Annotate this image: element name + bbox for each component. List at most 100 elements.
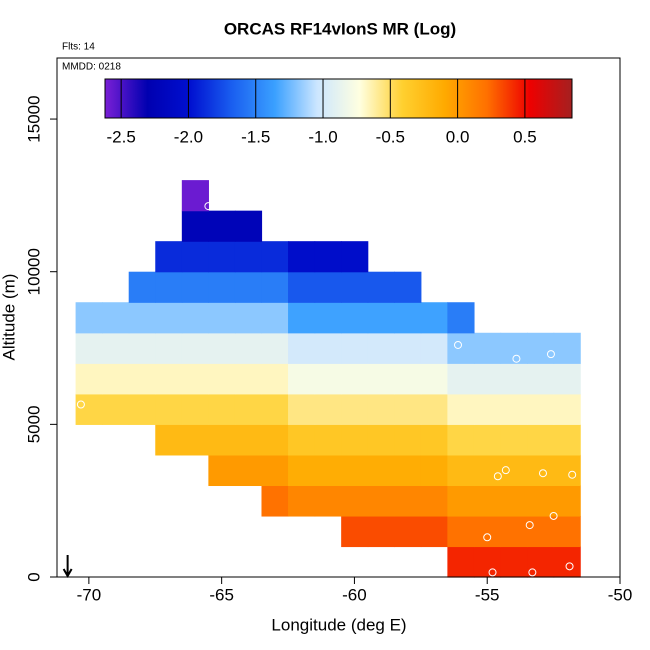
heatmap-cell (420, 363, 448, 395)
heatmap-cell (208, 210, 236, 242)
heatmap-cell (288, 302, 316, 334)
heatmap-cell (75, 302, 103, 334)
flight-point (525, 521, 534, 530)
heatmap-cell (234, 302, 263, 334)
heatmap-cell (394, 302, 422, 334)
heatmap-cell (527, 332, 555, 364)
heatmap-cell (420, 302, 448, 334)
x-tick-label: -65 (209, 585, 234, 604)
colorbar-tick-label: 0.0 (446, 127, 470, 146)
heatmap-cell (128, 271, 156, 303)
heatmap-cell (181, 210, 209, 242)
heatmap-cell (420, 393, 448, 425)
heatmap-cell (341, 363, 369, 395)
heatmap-cell (234, 241, 263, 273)
plot-frame (56, 57, 621, 578)
heatmap-cell (155, 271, 183, 303)
heatmap-cell (155, 332, 183, 364)
flight-point (512, 354, 521, 363)
heatmap-cell (394, 454, 422, 487)
colorbar-tick-label: -1.0 (308, 127, 337, 146)
heatmap-cell (181, 424, 209, 456)
x-tick-label: -50 (608, 585, 633, 604)
chart-title: ORCAS RF14vIonS MR (Log) (224, 19, 456, 38)
heatmap-cell (314, 424, 342, 456)
heatmap-cell (367, 454, 395, 487)
heatmap-cell (527, 515, 555, 548)
heatmap-cell (234, 210, 263, 242)
heatmap-cell (447, 393, 475, 425)
heatmap-cell (473, 332, 502, 364)
heatmap-cell (314, 363, 342, 395)
flight-point (493, 472, 502, 481)
y-axis-label: Altitude (m) (0, 274, 18, 361)
heatmap-cell (447, 515, 475, 548)
heatmap-cell (367, 302, 395, 334)
heatmap-cell (500, 485, 528, 517)
flight-point (488, 568, 497, 577)
heatmap-cell (553, 454, 581, 487)
heatmap-cell (261, 393, 289, 425)
heatmap-cell (181, 363, 209, 395)
heatmap-cell (420, 515, 448, 548)
heatmap-cell (527, 363, 555, 395)
subtitle: Flts: 14 (62, 42, 95, 53)
heatmap-cell (102, 363, 130, 395)
x-tick-label: -70 (77, 585, 102, 604)
y-tick-label: 10000 (24, 248, 43, 295)
heatmap-cell (500, 363, 528, 395)
heatmap-cell (261, 302, 289, 334)
heatmap-cell (394, 271, 422, 303)
heatmap-cell (208, 241, 236, 273)
heatmap-cell (261, 363, 289, 395)
heatmap-cell (128, 302, 156, 334)
flight-point (568, 470, 577, 479)
heatmap-cell (288, 363, 316, 395)
heatmap-cell (181, 393, 209, 425)
heatmap-cell (288, 424, 316, 456)
heatmap-cell (288, 332, 316, 364)
heatmap-cell (553, 363, 581, 395)
heatmap-cell (261, 454, 289, 487)
heatmap-cell (527, 424, 555, 456)
heatmap-cell (473, 393, 502, 425)
flight-point (538, 469, 547, 478)
heatmap-cell (75, 363, 103, 395)
heatmap-cell (288, 485, 316, 517)
heatmap-cell (288, 393, 316, 425)
colorbar (104, 78, 573, 119)
heatmap-cell (447, 485, 475, 517)
heatmap-cell (394, 363, 422, 395)
heatmap-cell (234, 363, 263, 395)
heatmap-cell (181, 332, 209, 364)
heatmap-cell (553, 332, 581, 364)
flight-point (501, 466, 510, 475)
heatmap-cell (394, 332, 422, 364)
heatmap-cell (128, 363, 156, 395)
heatmap-cell (341, 332, 369, 364)
heatmap-cell (341, 302, 369, 334)
heatmap-cell (314, 302, 342, 334)
y-tick-label: 5000 (24, 405, 43, 443)
heatmap-cell (181, 302, 209, 334)
heatmap-cell (288, 454, 316, 487)
heatmap-cell (261, 332, 289, 364)
heatmap-cell (314, 332, 342, 364)
heatmap-cell (500, 393, 528, 425)
colorbar-tick-label: -2.0 (174, 127, 203, 146)
heatmap-cell (420, 485, 448, 517)
heatmap-cell (128, 393, 156, 425)
heatmap-cell (261, 241, 289, 273)
heatmap-cell (234, 332, 263, 364)
heatmap-cell (473, 454, 502, 487)
flight-point (454, 340, 463, 349)
flight-point (76, 400, 85, 409)
heatmap-cell (447, 454, 475, 487)
heatmap-cell (553, 393, 581, 425)
flight-point (549, 511, 558, 520)
heatmap-cell (553, 485, 581, 517)
heatmap-cell (527, 546, 555, 578)
heatmap-cell (181, 241, 209, 273)
colorbar-tick-label: -0.5 (376, 127, 405, 146)
